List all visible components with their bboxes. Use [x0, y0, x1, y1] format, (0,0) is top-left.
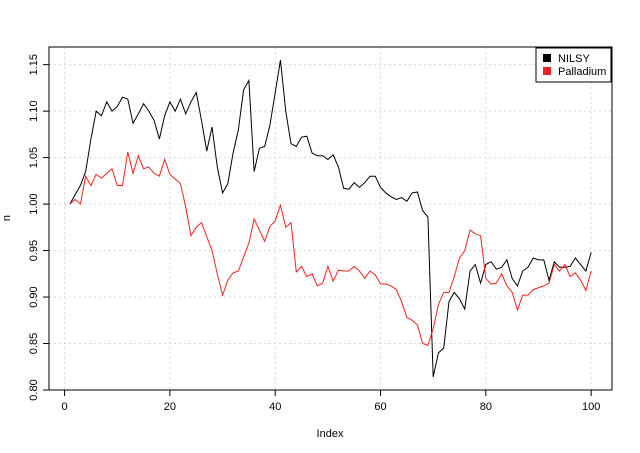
y-tick-label: 1.15 [28, 54, 40, 75]
x-tick-label: 20 [164, 401, 176, 413]
y-tick-label: 0.95 [28, 240, 40, 261]
y-tick-label: 0.80 [28, 379, 40, 400]
legend-swatch [543, 67, 551, 75]
legend-swatch [543, 54, 551, 62]
x-tick-label: 40 [269, 401, 281, 413]
legend-label: NILSY [558, 53, 590, 65]
x-tick-label: 0 [62, 401, 68, 413]
series-line [69, 151, 592, 347]
x-axis-label: Index [317, 428, 344, 440]
legend-box [535, 47, 612, 83]
legend-label: Palladium [558, 66, 606, 78]
y-tick-label: 0.85 [28, 333, 40, 354]
y-tick-label: 1.05 [28, 147, 40, 168]
y-tick-label: 1.00 [28, 193, 40, 214]
x-tick-label: 60 [374, 401, 386, 413]
x-tick-label: 80 [480, 401, 492, 413]
plot-box [48, 46, 613, 391]
series-line [69, 59, 592, 378]
y-tick-label: 1.10 [28, 100, 40, 121]
x-tick-label: 100 [582, 401, 600, 413]
y-axis-label: n [1, 215, 13, 221]
y-tick-label: 0.90 [28, 286, 40, 307]
